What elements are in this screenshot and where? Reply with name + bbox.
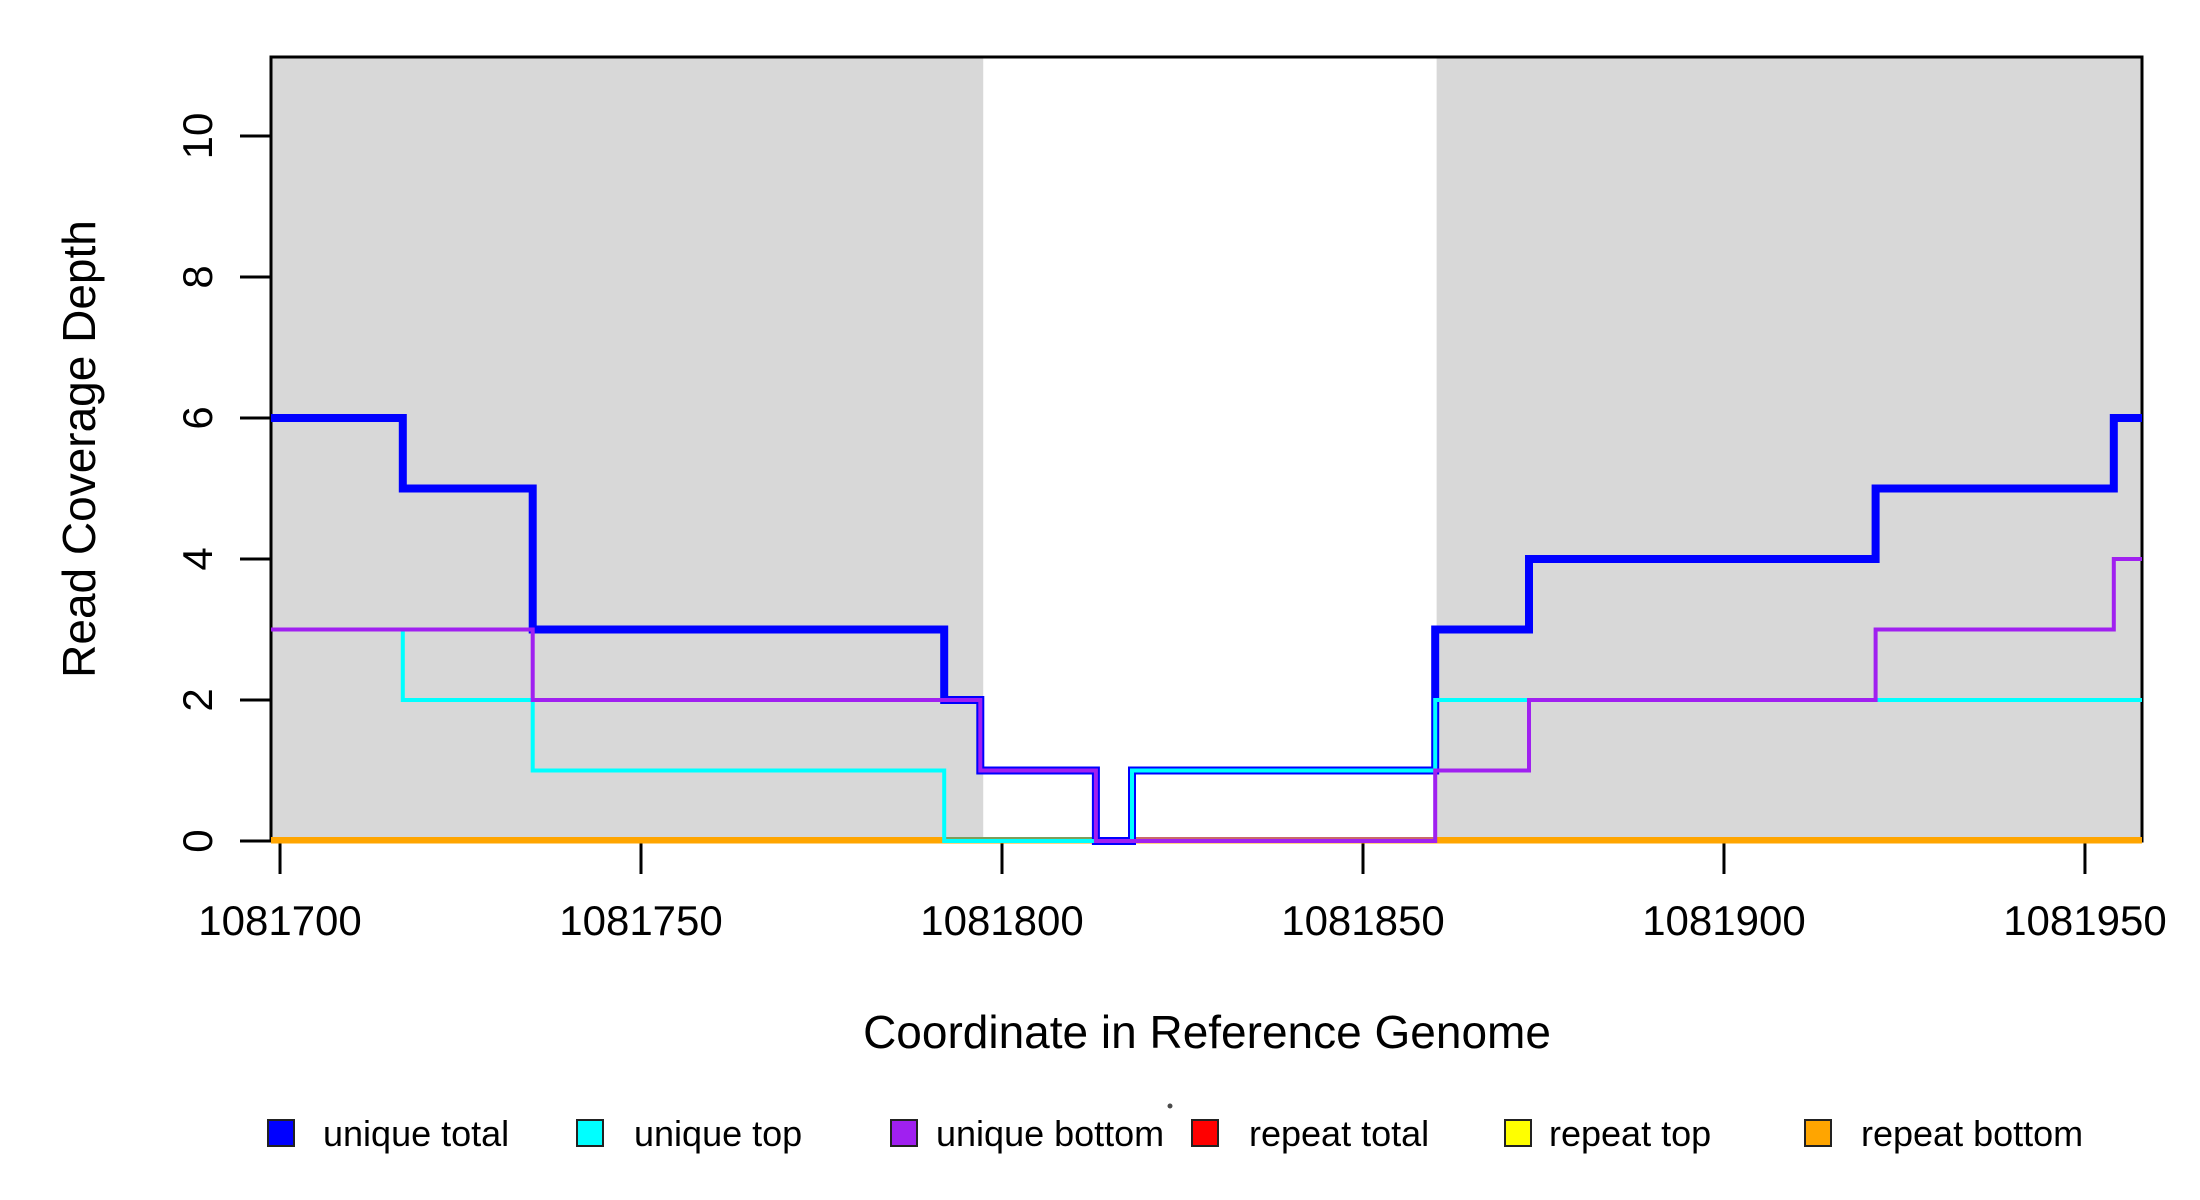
legend-label-repeat-total: repeat total: [1249, 1113, 1429, 1154]
y-axis-tick-label: 6: [174, 406, 221, 429]
legend-label-repeat-bottom: repeat bottom: [1861, 1113, 2083, 1154]
legend-label-unique-top: unique top: [634, 1113, 802, 1154]
x-axis-title: Coordinate in Reference Genome: [863, 1006, 1551, 1058]
series-line-unique-top: [271, 627, 2142, 843]
legend-group: unique total unique top unique bottom repea…: [267, 1113, 2083, 1154]
stray-dot-artifact: [1167, 1103, 1173, 1109]
legend-swatch-unique-bottom: [890, 1119, 918, 1147]
y-axis-tick-label: 4: [174, 547, 221, 570]
legend-swatch-repeat-bottom: [1804, 1119, 1832, 1147]
legend-label-unique-total: unique total: [323, 1113, 509, 1154]
y-axis-tick-label: 0: [174, 829, 221, 852]
legend-swatch-unique-top: [576, 1119, 604, 1147]
shaded-regions-group: [271, 57, 2142, 841]
x-axis-tick-label: 1081700: [198, 897, 362, 944]
unique-series-group: [271, 414, 2142, 845]
shaded-region: [271, 57, 984, 841]
x-axis-tick-label: 1081750: [559, 897, 723, 944]
axis-ticks-group: 1081700 1081750 1081800 1081850 1081900 10819…: [174, 113, 2167, 944]
series-line-unique-bottom: [271, 557, 2142, 843]
legend-label-repeat-top: repeat top: [1549, 1113, 1711, 1154]
y-axis-tick-label: 10: [174, 113, 221, 160]
x-axis-tick-label: 1081800: [920, 897, 1084, 944]
x-axis-tick-label: 1081850: [1281, 897, 1445, 944]
x-axis-tick-label: 1081900: [1642, 897, 1806, 944]
y-axis-tick-label: 2: [174, 688, 221, 711]
legend-swatch-repeat-top: [1504, 1119, 1532, 1147]
shaded-region: [1436, 57, 2142, 841]
y-axis-tick-label: 8: [174, 265, 221, 288]
x-axis-tick-label: 1081950: [2003, 897, 2167, 944]
legend-swatch-repeat-total: [1191, 1119, 1219, 1147]
legend-swatch-unique-total: [267, 1119, 295, 1147]
legend-label-unique-bottom: unique bottom: [936, 1113, 1164, 1154]
y-axis-title: Read Coverage Depth: [53, 220, 105, 678]
